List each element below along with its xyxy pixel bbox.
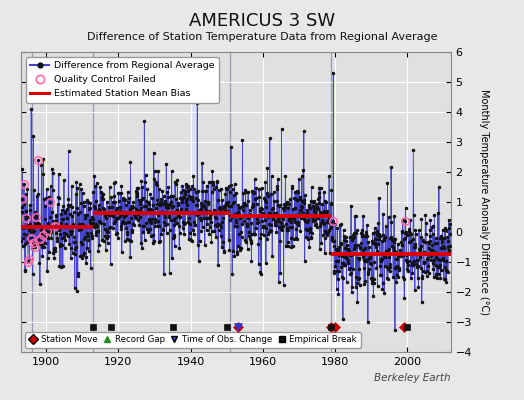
Text: Difference of Station Temperature Data from Regional Average: Difference of Station Temperature Data f… [87,32,437,42]
Text: Berkeley Earth: Berkeley Earth [374,373,451,383]
Y-axis label: Monthly Temperature Anomaly Difference (°C): Monthly Temperature Anomaly Difference (… [478,89,489,315]
Text: AMERICUS 3 SW: AMERICUS 3 SW [189,12,335,30]
Legend: Station Move, Record Gap, Time of Obs. Change, Empirical Break: Station Move, Record Gap, Time of Obs. C… [25,332,361,348]
